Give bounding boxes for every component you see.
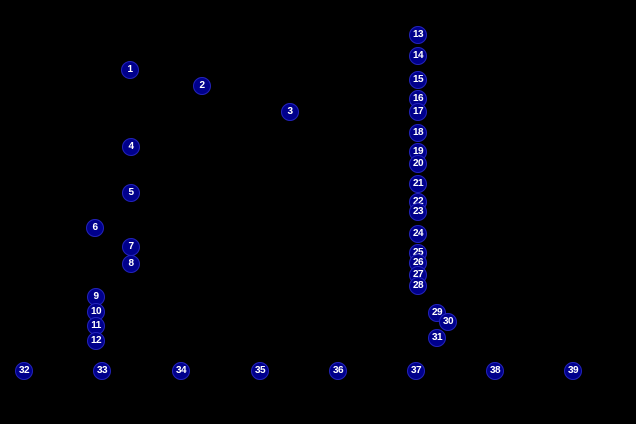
som-mark-31[interactable]: 31 [428,329,446,347]
som-mark-10[interactable]: 10 [87,303,105,321]
som-mark-32[interactable]: 32 [15,362,33,380]
som-mark-38[interactable]: 38 [486,362,504,380]
som-mark-34[interactable]: 34 [172,362,190,380]
som-mark-18[interactable]: 18 [409,124,427,142]
som-mark-14[interactable]: 14 [409,47,427,65]
som-mark-35[interactable]: 35 [251,362,269,380]
som-mark-37[interactable]: 37 [407,362,425,380]
som-mark-6[interactable]: 6 [86,219,104,237]
som-mark-23[interactable]: 23 [409,203,427,221]
som-mark-21[interactable]: 21 [409,175,427,193]
som-mark-17[interactable]: 17 [409,103,427,121]
som-mark-20[interactable]: 20 [409,155,427,173]
som-mark-4[interactable]: 4 [122,138,140,156]
som-mark-36[interactable]: 36 [329,362,347,380]
som-mark-28[interactable]: 28 [409,277,427,295]
som-mark-13[interactable]: 13 [409,26,427,44]
som-mark-30[interactable]: 30 [439,313,457,331]
som-mark-8[interactable]: 8 [122,255,140,273]
som-mark-5[interactable]: 5 [122,184,140,202]
som-mark-7[interactable]: 7 [122,238,140,256]
som-mark-39[interactable]: 39 [564,362,582,380]
som-mark-15[interactable]: 15 [409,71,427,89]
som-mark-1[interactable]: 1 [121,61,139,79]
som-mark-33[interactable]: 33 [93,362,111,380]
som-mark-24[interactable]: 24 [409,225,427,243]
som-mark-12[interactable]: 12 [87,332,105,350]
som-mark-3[interactable]: 3 [281,103,299,121]
som-mark-2[interactable]: 2 [193,77,211,95]
